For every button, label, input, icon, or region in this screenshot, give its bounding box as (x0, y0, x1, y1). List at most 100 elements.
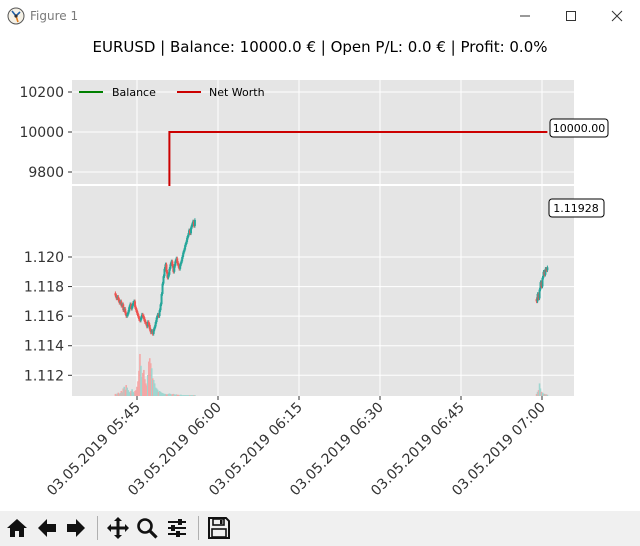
candle-body (114, 293, 117, 296)
candle-body (193, 220, 196, 226)
zoom-button[interactable] (133, 514, 161, 542)
volume-bar (138, 370, 140, 396)
volume-bar (133, 392, 135, 396)
volume-bar (144, 379, 146, 396)
volume-bar (137, 381, 139, 396)
volume-bar (164, 393, 167, 396)
volume-bar (128, 391, 130, 396)
candle-body (152, 329, 155, 334)
volume-bar (157, 391, 160, 396)
candle-body (160, 293, 163, 305)
volume-bar (165, 394, 168, 396)
candle-body (184, 245, 187, 250)
volume-bar (114, 393, 117, 396)
volume-bar (130, 390, 132, 396)
volume-bar (134, 390, 136, 396)
volume-bar (539, 388, 542, 396)
candle-body (181, 256, 184, 262)
volume-bar (177, 394, 180, 396)
toolbar-separator (198, 516, 199, 540)
volume-bar (174, 394, 177, 396)
price-y-ticks: 1.112 1.114 1.116 1.118 1.120 (24, 250, 72, 384)
volume-bar (191, 395, 193, 396)
volume-bar (172, 393, 175, 396)
volume-bar (118, 393, 121, 396)
candle-body (126, 314, 129, 317)
volume-bar (147, 361, 150, 396)
candle-body (180, 261, 183, 265)
volume-bar (161, 393, 164, 396)
close-icon (611, 10, 623, 22)
volume-bar (183, 395, 185, 396)
volume-bar (145, 383, 147, 396)
pan-button[interactable] (104, 514, 132, 542)
figure-canvas[interactable]: 9800 10000 10200 Balance Net Worth 10000.0… (0, 0, 640, 511)
volume-bar (182, 395, 184, 396)
candle-body (541, 277, 544, 287)
volume-bar (126, 387, 128, 396)
candle-body (186, 237, 189, 243)
configure-subplots-button[interactable] (163, 514, 191, 542)
volume-bar (124, 389, 127, 396)
volume-bar (160, 392, 163, 396)
net-worth-y-ticks: 9800 10000 10200 (19, 85, 72, 181)
volume-bar (541, 392, 544, 396)
home-button[interactable] (3, 514, 31, 542)
candle-body (167, 274, 170, 278)
volume-bar (167, 393, 170, 396)
series-net-worth (168, 131, 548, 186)
volume-bar (545, 394, 548, 396)
net-worth-lines (168, 131, 548, 186)
maximize-button[interactable] (548, 0, 594, 32)
minimize-button[interactable] (502, 0, 548, 32)
candle-body (179, 264, 182, 269)
candle-body (137, 316, 140, 320)
back-button[interactable] (33, 514, 61, 542)
volume-bar (184, 395, 186, 396)
volume-bar (178, 395, 181, 396)
volume-bar (122, 388, 125, 396)
back-icon (38, 519, 56, 537)
volume-bar (115, 394, 118, 396)
legend: Balance Net Worth (79, 86, 265, 99)
volume-bar (129, 392, 131, 396)
candle-body (544, 268, 547, 275)
legend-balance-label: Balance (112, 86, 156, 99)
close-button[interactable] (594, 0, 640, 32)
minimize-icon (520, 15, 530, 17)
price-annotation-box (548, 198, 605, 218)
forward-button[interactable] (62, 514, 90, 542)
candle-body (168, 268, 171, 275)
volume-bar (127, 390, 129, 396)
candle-body (187, 234, 190, 238)
candle-body (139, 317, 142, 321)
volume-bar (175, 394, 178, 396)
volume-bar (163, 393, 166, 396)
toolbar-separator (97, 516, 98, 540)
candle-body (117, 296, 120, 300)
volume-bar (190, 395, 192, 396)
candle-body (147, 322, 150, 326)
volume-bar (155, 388, 158, 396)
volume-bar (153, 383, 156, 396)
candle-body (148, 325, 151, 330)
candle-body (135, 310, 138, 314)
volume-bar (135, 390, 137, 396)
volume-bar (542, 393, 545, 396)
save-icon (208, 517, 230, 539)
volume-bar (194, 395, 196, 396)
volume-bar (162, 393, 165, 396)
candle-body (155, 317, 158, 323)
volume-bar (193, 395, 195, 396)
volume-bar (536, 391, 539, 396)
candle-body (162, 276, 165, 284)
save-button[interactable] (205, 514, 233, 542)
volume-bar (537, 390, 540, 396)
candle-body (158, 310, 161, 317)
window-title: Figure 1 (30, 9, 79, 23)
candle-body (134, 301, 137, 308)
volume-bar (151, 378, 154, 396)
candle-body (128, 307, 131, 312)
y-tick-label: 10000 (19, 125, 64, 141)
candle-body (159, 304, 162, 311)
